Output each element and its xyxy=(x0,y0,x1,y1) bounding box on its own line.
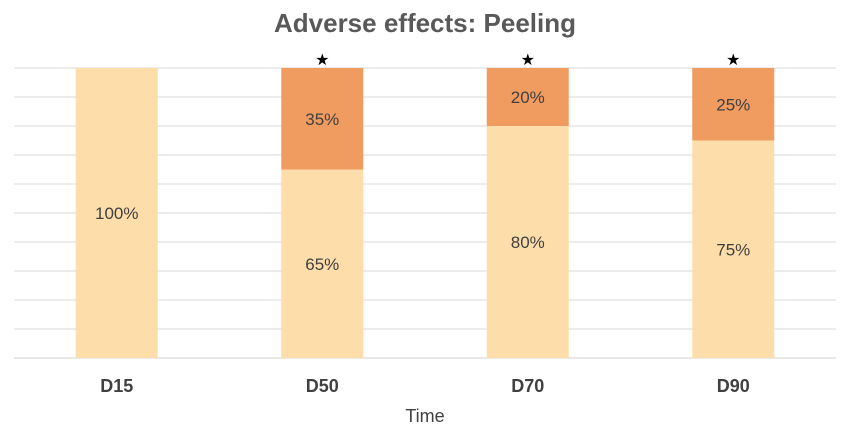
data-label: 100% xyxy=(95,204,138,223)
x-tick-label: D70 xyxy=(511,376,544,396)
data-label: 80% xyxy=(511,233,545,252)
data-label: 20% xyxy=(511,88,545,107)
x-tick-label: D50 xyxy=(306,376,339,396)
data-label: 65% xyxy=(305,255,339,274)
data-label: 35% xyxy=(305,110,339,129)
chart-title: Adverse effects: Peeling xyxy=(273,8,576,38)
data-label: 75% xyxy=(716,240,750,259)
significance-star: ★ xyxy=(726,52,740,69)
x-tick-label: D15 xyxy=(100,376,133,396)
bar-segment xyxy=(281,68,364,170)
x-axis-title: Time xyxy=(405,406,445,426)
data-label: 25% xyxy=(716,95,750,114)
significance-star: ★ xyxy=(521,52,535,69)
x-tick-label: D90 xyxy=(717,376,750,396)
bar-segment xyxy=(75,68,158,358)
significance-star: ★ xyxy=(315,52,329,69)
bar-segment xyxy=(281,169,364,358)
bar-segment xyxy=(486,126,569,358)
bar-segment xyxy=(692,140,775,358)
bar-segment xyxy=(692,68,775,141)
bar-segment xyxy=(486,68,569,126)
